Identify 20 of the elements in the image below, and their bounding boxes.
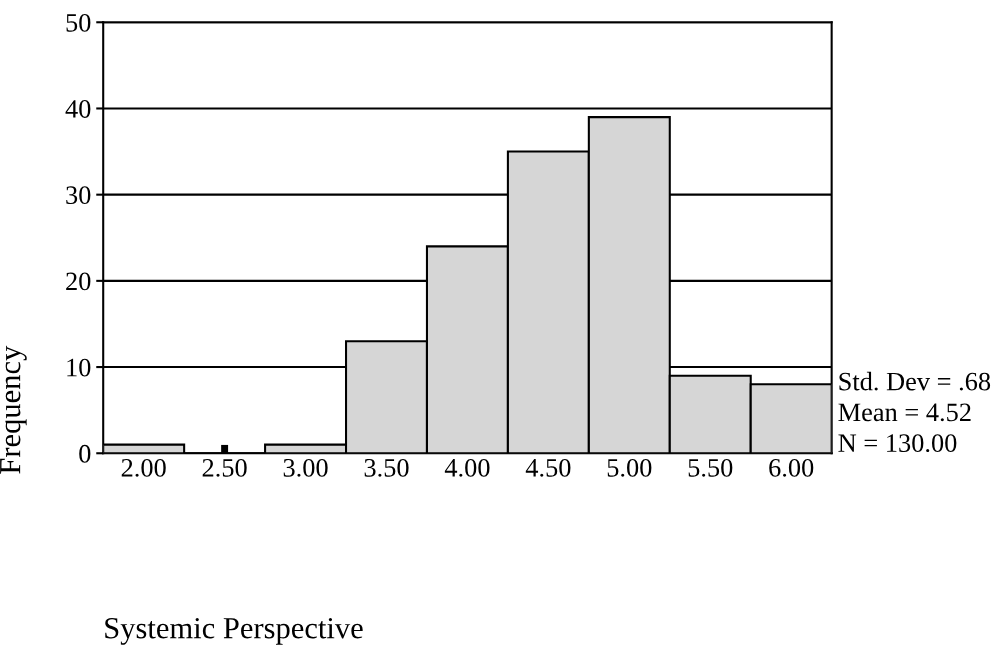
x-axis-title: Systemic Perspective: [105, 617, 363, 645]
y-tick-label: 50: [66, 13, 91, 32]
x-tick-label: 4.50: [525, 458, 571, 477]
text: Std. Dev = .68: [839, 371, 991, 391]
x-tick-label: 6.00: [769, 458, 814, 477]
x-tick-label: 4.00: [444, 458, 490, 477]
y-tick-label: 20: [66, 272, 91, 291]
x-tick-label: 5.50: [688, 458, 733, 477]
y-axis-title: Frequency: [0, 345, 27, 474]
x-tick-label: 2.00: [121, 458, 166, 477]
y-tick-label: 30: [66, 186, 91, 205]
y-tick-label: 0: [79, 444, 91, 463]
text: N = 130.00: [838, 434, 957, 453]
y-tick-label: 10: [67, 358, 91, 377]
x-tick-label: 2.50: [202, 458, 247, 477]
x-tick-label: 5.00: [607, 458, 652, 477]
x-tick-label: 3.50: [364, 458, 409, 477]
text: Mean = 4.52: [838, 403, 971, 422]
y-tick-label: 40: [65, 100, 91, 118]
x-tick-label: 3.00: [283, 458, 328, 477]
